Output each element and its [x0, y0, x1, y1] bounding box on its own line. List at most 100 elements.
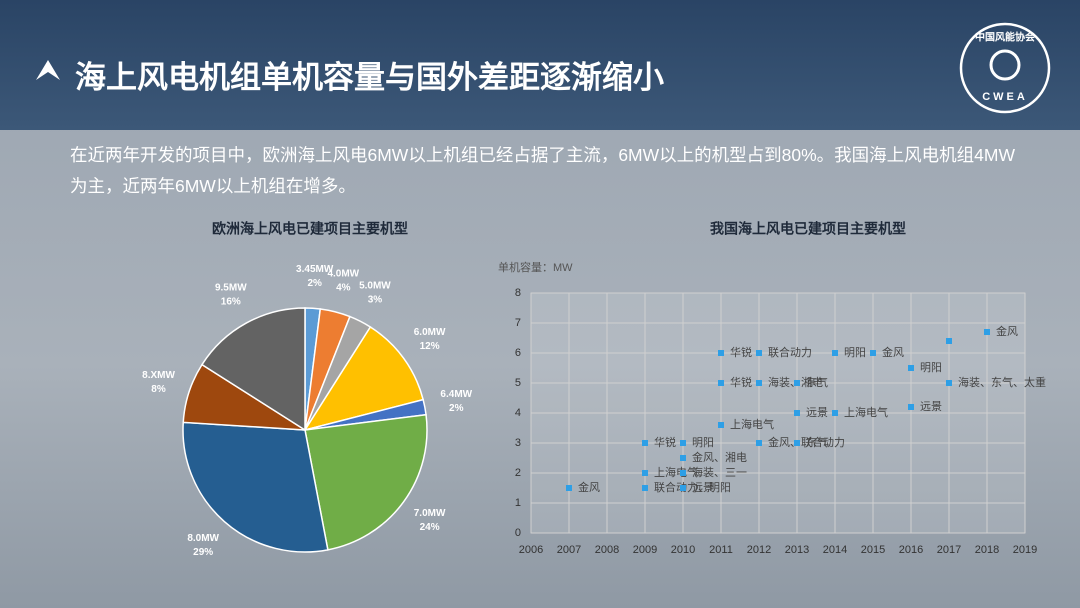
- x-tick-label: 2009: [633, 544, 657, 556]
- point: [718, 380, 724, 386]
- x-tick-label: 2017: [937, 544, 961, 556]
- point-label: 联合动力、明阳: [654, 480, 731, 494]
- point: [566, 485, 572, 491]
- point-label: 远景: [920, 400, 942, 413]
- slice-value-label: 4%: [336, 282, 351, 293]
- chart-title: 我国海上风电已建项目主要机型: [710, 221, 906, 237]
- point-label: 明阳: [844, 346, 866, 359]
- pie-slice: [182, 421, 329, 553]
- x-tick-label: 2018: [975, 544, 999, 556]
- y-tick-label: 5: [515, 377, 521, 389]
- point-label: 上海电气: [654, 465, 698, 479]
- point: [642, 470, 648, 476]
- point: [756, 350, 762, 356]
- y-tick-label: 3: [515, 437, 521, 449]
- slice-category: 6.0MW: [414, 327, 446, 338]
- point: [794, 410, 800, 416]
- slice-value-label: 29%: [193, 547, 213, 558]
- point: [832, 410, 838, 416]
- point: [680, 470, 686, 476]
- point: [642, 440, 648, 446]
- y-tick-label: 7: [515, 317, 521, 329]
- point: [832, 350, 838, 356]
- y-tick-label: 0: [515, 527, 521, 539]
- x-tick-label: 2008: [595, 544, 619, 556]
- slice-category: 7.0MW: [414, 508, 446, 519]
- point: [680, 455, 686, 461]
- logo-mark: [989, 49, 1021, 81]
- x-tick-label: 2007: [557, 544, 581, 556]
- point-label: 金风、湘电: [692, 450, 747, 464]
- chart-title: 欧洲海上风电已建项目主要机型: [212, 221, 408, 237]
- point: [756, 380, 762, 386]
- point: [756, 440, 762, 446]
- slice-category: 4.0MW: [327, 268, 359, 279]
- slice-value-label: 16%: [221, 297, 241, 308]
- point-label: 远景: [692, 481, 714, 494]
- y-axis-label: 单机容量：MW: [498, 260, 573, 274]
- x-tick-label: 2013: [785, 544, 809, 556]
- x-tick-label: 2015: [861, 544, 885, 556]
- point: [946, 380, 952, 386]
- x-tick-label: 2011: [709, 544, 733, 556]
- point: [642, 485, 648, 491]
- point: [984, 329, 990, 335]
- point-label: 海装、东气、太重: [958, 375, 1046, 389]
- point-label: 明阳: [692, 436, 714, 449]
- x-tick-label: 2010: [671, 544, 695, 556]
- point-label: 明阳: [920, 361, 942, 374]
- slice-value-label: 3%: [368, 294, 383, 305]
- point-label: 海装、三一: [692, 465, 747, 479]
- point-label: 金风: [578, 480, 600, 494]
- point: [908, 404, 914, 410]
- point-label: 金风、联合动力: [768, 435, 845, 449]
- slice-value-label: 2%: [307, 278, 322, 289]
- logo-ring: [959, 22, 1051, 114]
- point-label: 华锐: [730, 375, 752, 389]
- arrow-icon: [36, 60, 60, 80]
- pie-slice: [304, 413, 428, 551]
- slice-category: 8.XMW: [142, 370, 175, 381]
- slice-value-label: 24%: [420, 522, 440, 533]
- point-label: 金风: [882, 345, 904, 359]
- slice-category: 9.5MW: [215, 283, 247, 294]
- point: [718, 422, 724, 428]
- logo-name: 中国风能协会: [975, 31, 1035, 44]
- intro-text: 在近两年开发的项目中，欧洲海上风电6MW以上机组已经占据了主流，6MW以上的机型…: [70, 145, 1016, 196]
- x-tick-label: 2019: [1013, 544, 1037, 556]
- y-tick-label: 6: [515, 347, 521, 359]
- slice-value-label: 8%: [151, 384, 166, 395]
- point-label: 金风: [996, 324, 1018, 338]
- point-label: 上海电气: [844, 405, 888, 419]
- logo-abbr: CWEA: [982, 91, 1028, 103]
- slice-category: 3.45MW: [296, 264, 334, 275]
- point-label: 华锐: [730, 345, 752, 359]
- point: [794, 380, 800, 386]
- pie-slice: [200, 307, 306, 432]
- slice-category: 5.0MW: [359, 280, 391, 291]
- x-tick-label: 2006: [519, 544, 543, 556]
- point-label: 远景: [806, 406, 828, 419]
- x-tick-label: 2016: [899, 544, 923, 556]
- slice-value-label: 12%: [420, 341, 440, 352]
- point-label: 上海电气: [730, 417, 774, 431]
- slide-title: 海上风电机组单机容量与国外差距逐渐缩小: [75, 60, 664, 95]
- y-tick-label: 2: [515, 467, 521, 479]
- x-tick-label: 2012: [747, 544, 771, 556]
- x-tick-label: 2014: [823, 544, 847, 556]
- point-label: 华锐: [654, 435, 676, 449]
- point: [680, 485, 686, 491]
- point: [718, 350, 724, 356]
- point-label: 东气: [806, 435, 828, 449]
- point: [680, 440, 686, 446]
- point: [946, 338, 952, 344]
- header-band: [0, 0, 1080, 130]
- point-label: 东气: [806, 375, 828, 389]
- y-tick-label: 8: [515, 287, 521, 299]
- pie-slice: [303, 325, 425, 432]
- point: [794, 440, 800, 446]
- point-label: 联合动力: [768, 345, 812, 359]
- y-tick-label: 4: [515, 407, 521, 419]
